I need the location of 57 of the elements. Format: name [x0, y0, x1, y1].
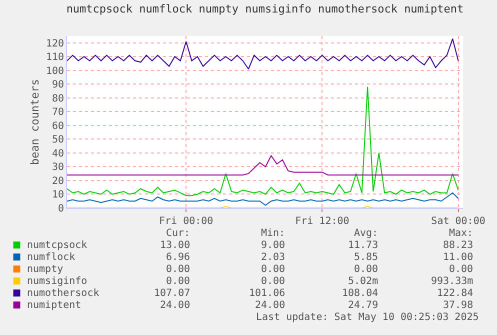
text: Max: — [449, 228, 474, 239]
text: 13.00 — [160, 240, 190, 251]
text: 0.00 — [166, 264, 190, 275]
text: 88.23 — [443, 240, 474, 251]
text: 0.00 — [166, 276, 190, 287]
y-tick-label: 60 — [52, 120, 64, 132]
text: Min: — [261, 228, 286, 239]
text: 11.73 — [348, 240, 378, 251]
text: 5.02m — [348, 276, 378, 287]
text: 993.33m — [431, 276, 474, 287]
line-series — [67, 192, 459, 206]
text: 24.00 — [160, 300, 190, 311]
y-tick-label: 80 — [52, 93, 64, 104]
text: 5.85 — [354, 252, 378, 263]
y-tick-label: 50 — [52, 134, 64, 146]
text: 0.00 — [449, 264, 474, 275]
y-tick-label: 120 — [46, 38, 64, 50]
text: 0.00 — [261, 276, 286, 287]
x-tick-label: Fri 12:00 — [295, 216, 350, 227]
line-series — [67, 86, 459, 196]
y-tick-label: 90 — [52, 80, 64, 91]
line-series — [67, 38, 459, 70]
chart-title: numtcpsock numflock numpty numsiginfo numothersock numiptent — [66, 2, 464, 16]
y-tick-label: 30 — [52, 162, 64, 174]
text: 9.00 — [261, 240, 286, 251]
y-tick-label: 0 — [58, 204, 64, 214]
text: 11.00 — [443, 252, 474, 263]
y-tick-label: 110 — [46, 52, 64, 64]
legend-label: numtcpsock — [27, 240, 88, 251]
y-tick-label: 100 — [46, 66, 64, 77]
line-series — [67, 155, 459, 176]
text: 24.79 — [348, 300, 378, 311]
text: 24.00 — [255, 300, 286, 311]
y-tick-label: 70 — [52, 107, 64, 118]
text: 122.84 — [437, 288, 474, 299]
text: Cur: — [166, 228, 190, 239]
text: 108.04 — [342, 288, 378, 299]
text: Avg: — [354, 228, 378, 239]
x-tick-label: Sat 00:00 — [431, 216, 486, 227]
text: 0.00 — [261, 264, 286, 275]
text: 37.98 — [443, 300, 474, 311]
y-tick-label: 20 — [52, 176, 64, 187]
text: Last update: Sat May 10 00:25:03 2025 — [256, 312, 479, 323]
legend-label: numiptent — [27, 300, 82, 311]
text: 0.00 — [354, 264, 378, 275]
legend-label: numothersock — [27, 288, 100, 299]
y-tick-label: 40 — [52, 148, 64, 160]
text: 2.03 — [261, 252, 286, 263]
y-axis-title: bean counters — [28, 78, 42, 166]
x-tick-label: Fri 00:00 — [158, 216, 214, 227]
text: 6.96 — [166, 252, 190, 263]
text: 101.06 — [249, 288, 286, 299]
y-tick-label: 10 — [52, 190, 64, 201]
legend-label: numflock — [27, 252, 76, 263]
legend-label: numpty — [27, 264, 64, 275]
text: 107.07 — [154, 288, 190, 299]
legend-label: numsiginfo — [27, 276, 88, 287]
